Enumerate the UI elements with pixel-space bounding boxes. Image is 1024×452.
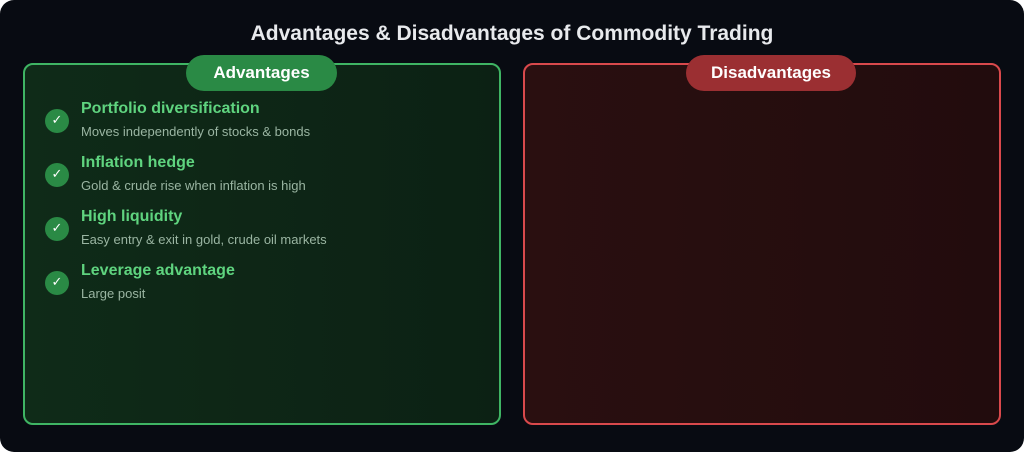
disadvantages-header-badge: Disadvantages xyxy=(686,55,856,91)
check-icon: ✓ xyxy=(45,163,69,187)
advantage-item-description: Easy entry & exit in gold, crude oil mar… xyxy=(81,232,327,247)
advantage-item-inflation-hedge: ✓ Inflation hedge Gold & crude rise when… xyxy=(45,154,485,200)
advantage-item-leverage-advantage: ✓ Leverage advantage Large posit xyxy=(45,262,485,308)
advantage-item-title: Inflation hedge xyxy=(81,154,195,172)
advantage-item-high-liquidity: ✓ High liquidity Easy entry & exit in go… xyxy=(45,208,485,254)
disadvantages-panel xyxy=(523,63,1001,425)
advantage-item-title: High liquidity xyxy=(81,208,182,226)
advantage-item-description: Gold & crude rise when inflation is high xyxy=(81,178,306,193)
advantage-item-description: Moves independently of stocks & bonds xyxy=(81,124,310,139)
advantage-item-description: Large posit xyxy=(81,286,145,301)
check-icon: ✓ xyxy=(45,271,69,295)
advantage-item-title: Portfolio diversification xyxy=(81,100,260,118)
advantages-header-badge: Advantages xyxy=(186,55,337,91)
check-icon: ✓ xyxy=(45,217,69,241)
check-icon: ✓ xyxy=(45,109,69,133)
page-title: Advantages & Disadvantages of Commodity … xyxy=(0,22,1024,46)
advantage-item-portfolio-diversification: ✓ Portfolio diversification Moves indepe… xyxy=(45,100,485,146)
advantage-item-title: Leverage advantage xyxy=(81,262,235,280)
